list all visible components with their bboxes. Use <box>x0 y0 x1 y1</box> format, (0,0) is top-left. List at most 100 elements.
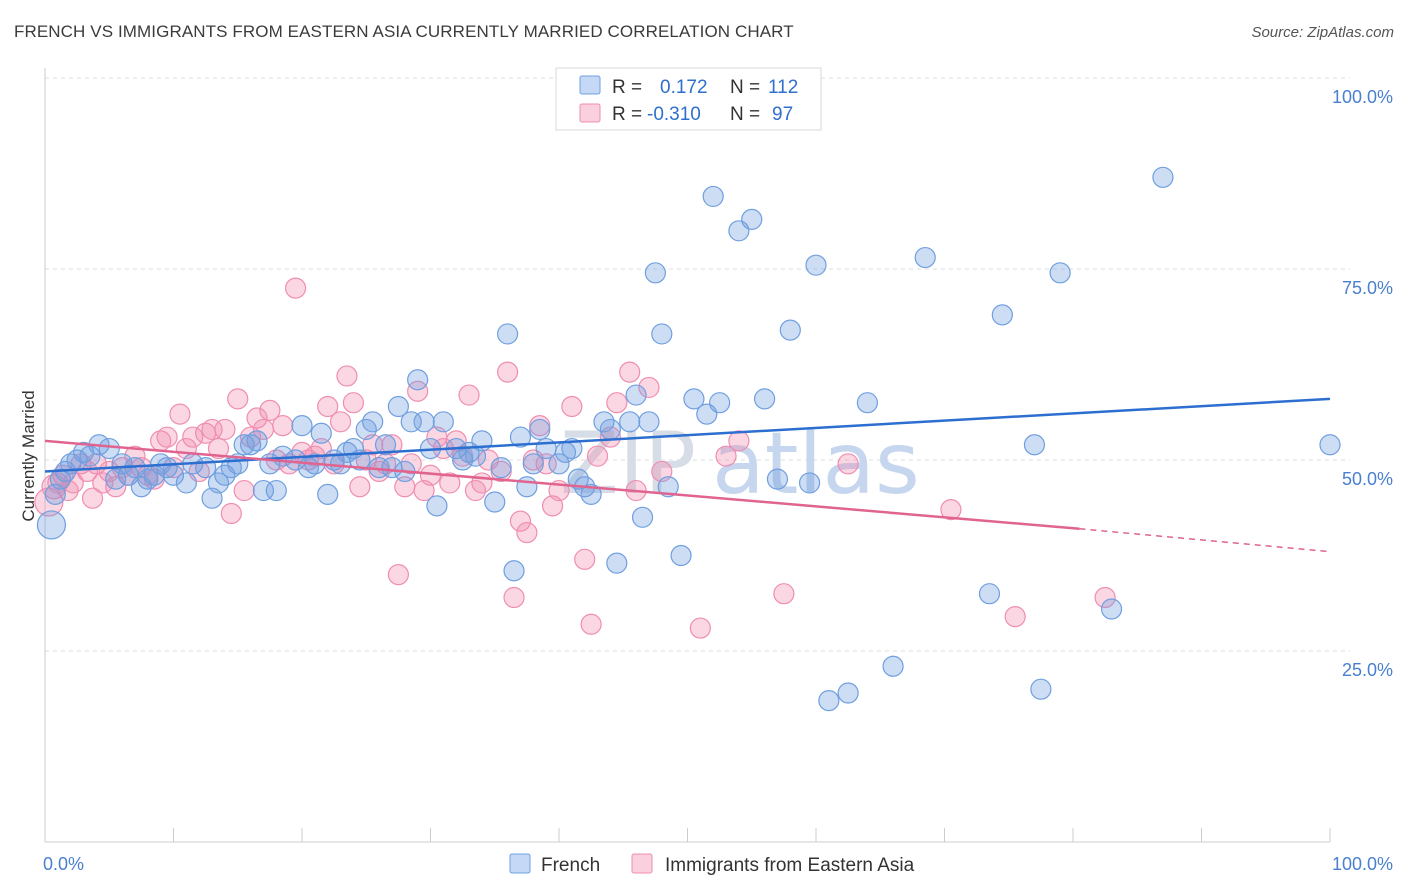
data-point-french <box>252 479 275 502</box>
data-point-eastern-asia <box>220 502 242 525</box>
data-point-french <box>561 437 583 460</box>
data-point-eastern-asia <box>284 277 307 299</box>
data-point-eastern-asia <box>715 445 737 467</box>
bottom-legend-eastern-asia: Immigrants from Eastern Asia <box>665 855 915 876</box>
data-point-eastern-asia <box>259 399 281 421</box>
legend-r-value-french: 0.172 <box>660 77 708 98</box>
data-point-eastern-asia <box>516 521 538 544</box>
data-point-french <box>336 441 358 463</box>
data-point-french <box>766 468 789 490</box>
data-point-eastern-asia <box>509 510 532 532</box>
source-credit: Source: ZipAtlas.com <box>1251 24 1394 41</box>
data-point-eastern-asia <box>689 617 711 639</box>
data-point-eastern-asia <box>638 376 660 399</box>
data-point-eastern-asia <box>387 563 409 586</box>
data-point-eastern-asia <box>773 583 795 605</box>
data-point-eastern-asia <box>561 395 583 418</box>
data-point-eastern-asia <box>586 445 609 467</box>
data-point-eastern-asia <box>169 403 191 425</box>
bottom-legend-swatch-french <box>509 853 531 874</box>
data-point-eastern-asia <box>535 453 557 475</box>
data-point-french <box>1023 434 1046 456</box>
data-point-eastern-asia <box>246 407 268 429</box>
data-point-french <box>978 583 1001 605</box>
data-point-french <box>683 388 705 410</box>
bottom-legend: French Immigrants from Eastern Asia <box>509 853 915 876</box>
data-point-eastern-asia <box>837 453 859 475</box>
axes <box>44 68 1331 843</box>
y-axis-label: Currently Married <box>19 390 38 521</box>
data-point-eastern-asia <box>439 472 461 494</box>
data-point-french <box>741 208 763 230</box>
data-point-eastern-asia <box>619 361 641 383</box>
legend-r-label-french: R = <box>612 77 642 98</box>
data-point-french <box>657 476 679 498</box>
data-point-french <box>1030 678 1052 700</box>
data-point-french <box>400 411 422 433</box>
legend-r-label-eastern-asia: R = <box>612 104 642 125</box>
data-point-eastern-asia <box>458 384 480 406</box>
data-point-french <box>702 185 724 208</box>
data-point-french <box>580 483 602 505</box>
data-point-french <box>98 437 120 460</box>
data-point-french <box>509 426 532 448</box>
data-point-french <box>837 682 859 704</box>
data-point-eastern-asia <box>728 430 750 452</box>
data-point-french <box>529 418 551 441</box>
data-point-french <box>265 479 287 502</box>
data-point-eastern-asia <box>381 434 403 456</box>
data-point-eastern-asia <box>471 472 493 494</box>
data-point-french <box>111 453 133 475</box>
data-point-french <box>516 476 538 498</box>
data-point-french <box>1152 166 1174 188</box>
data-point-french <box>1049 262 1071 284</box>
data-point-eastern-asia <box>272 415 294 437</box>
data-point-french <box>432 411 454 433</box>
data-point-french <box>644 262 666 284</box>
data-point-french <box>36 510 67 540</box>
data-point-french <box>387 395 409 418</box>
data-point-french <box>317 483 339 505</box>
data-point-eastern-asia <box>349 476 371 498</box>
data-point-french <box>798 472 821 494</box>
data-point-french <box>619 411 641 433</box>
x-tick-label: 100.0% <box>1332 854 1393 874</box>
data-point-french <box>548 453 570 475</box>
legend-r-value-eastern-asia: -0.310 <box>647 104 701 125</box>
y-tick-label: 100.0% <box>1332 87 1393 107</box>
data-point-eastern-asia <box>92 472 114 494</box>
trendline-eastern-asia-extension <box>1079 528 1331 553</box>
data-point-french <box>240 434 262 456</box>
data-point-french <box>753 388 776 410</box>
legend-n-label-french: N = <box>730 77 760 98</box>
data-point-french <box>484 491 506 513</box>
legend-swatch-eastern-asia <box>579 103 601 123</box>
data-point-french <box>310 422 332 444</box>
y-tick-label: 75.0% <box>1342 278 1393 298</box>
data-point-eastern-asia <box>503 586 525 609</box>
data-point-french <box>175 472 197 494</box>
bottom-legend-french: French <box>541 855 600 876</box>
data-point-french <box>1100 598 1123 620</box>
x-tick-label: 0.0% <box>43 854 84 874</box>
data-point-eastern-asia <box>940 499 962 521</box>
data-point-french <box>856 392 879 414</box>
data-point-french <box>137 468 159 490</box>
data-point-french <box>426 495 448 517</box>
y-tick-labels: 100.0% 75.0% 50.0% 25.0% <box>1332 87 1393 680</box>
data-point-french <box>72 441 95 463</box>
data-point-french <box>79 445 101 467</box>
data-point-french <box>1319 434 1341 456</box>
data-point-eastern-asia <box>580 613 602 635</box>
legend: R = 0.172 N = 112 R = -0.310 N = 97 <box>555 67 822 131</box>
data-point-eastern-asia <box>207 437 230 460</box>
data-point-eastern-asia <box>497 361 519 383</box>
data-point-french <box>599 418 622 441</box>
x-tick-labels: 0.0% 100.0% <box>43 854 1393 874</box>
data-point-eastern-asia <box>336 365 358 387</box>
data-point-eastern-asia <box>342 392 364 414</box>
data-point-french <box>631 506 654 528</box>
data-point-french <box>381 457 403 479</box>
trendlines <box>44 397 1331 553</box>
